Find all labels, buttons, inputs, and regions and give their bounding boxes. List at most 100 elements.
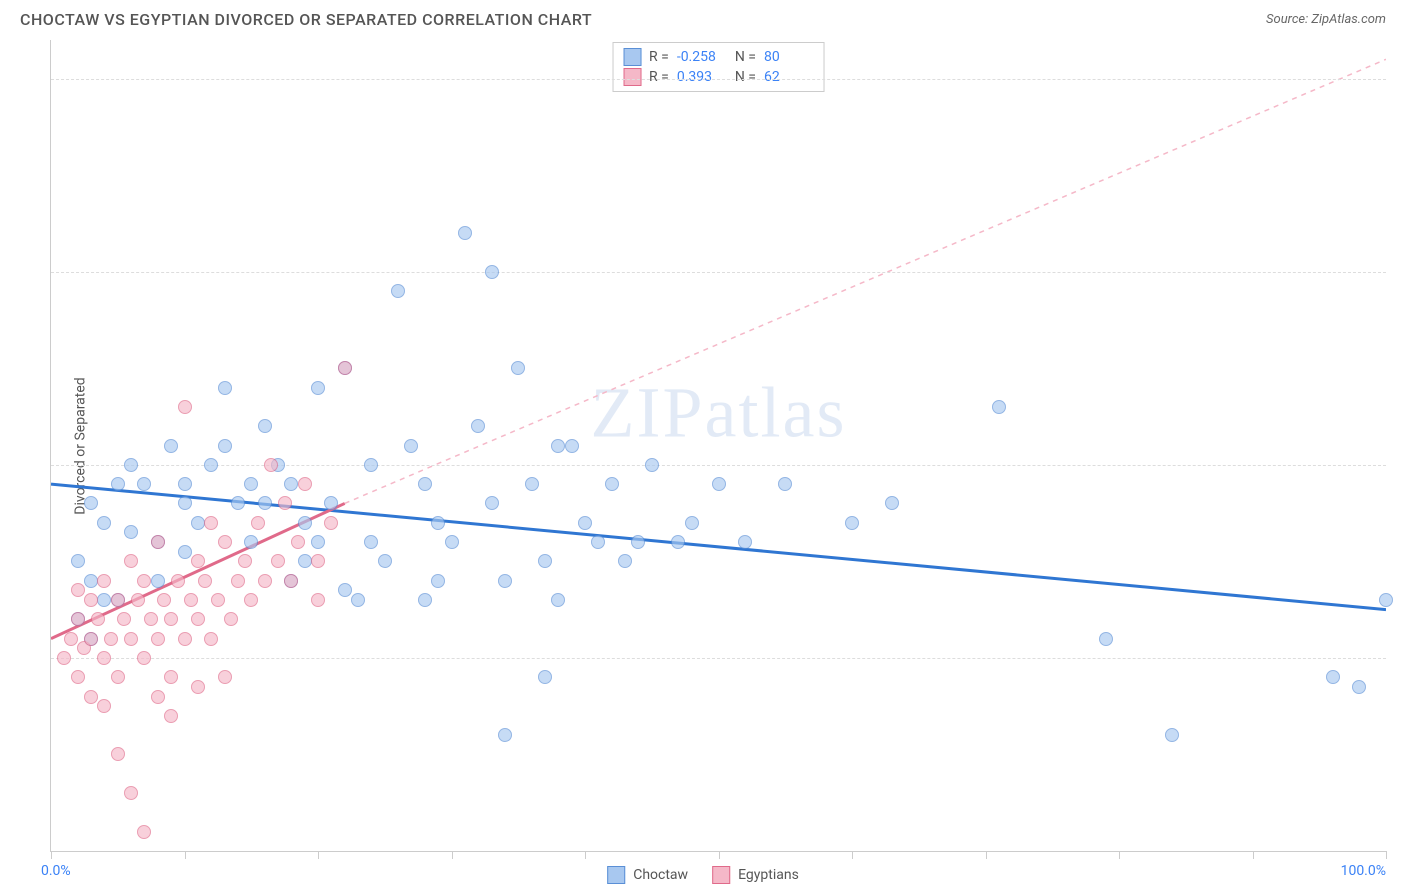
correlation-legend: R =-0.258N =80R =0.393N =62 (612, 42, 825, 92)
data-point (97, 699, 111, 713)
data-point (291, 535, 305, 549)
legend-item: Choctaw (607, 866, 688, 884)
data-point (124, 632, 138, 646)
data-point (91, 612, 105, 626)
legend-label: Egyptians (738, 867, 799, 883)
data-point (84, 593, 98, 607)
data-point (218, 439, 232, 453)
data-point (124, 554, 138, 568)
data-point (498, 574, 512, 588)
data-point (111, 747, 125, 761)
data-point (151, 535, 165, 549)
data-point (311, 554, 325, 568)
data-point (258, 419, 272, 433)
data-point (578, 516, 592, 530)
data-point (418, 593, 432, 607)
data-point (645, 458, 659, 472)
data-point (224, 612, 238, 626)
watermark: ZIPatlas (591, 372, 847, 455)
x-tick (1386, 851, 1387, 859)
data-point (311, 381, 325, 395)
data-point (298, 477, 312, 491)
x-axis-max-label: 100.0% (1341, 863, 1386, 879)
data-point (111, 593, 125, 607)
data-point (258, 574, 272, 588)
data-point (178, 496, 192, 510)
legend-row: R =0.393N =62 (623, 67, 814, 87)
data-point (298, 554, 312, 568)
data-point (992, 400, 1006, 414)
data-point (284, 574, 298, 588)
chart-title: CHOCTAW VS EGYPTIAN DIVORCED OR SEPARATE… (20, 10, 592, 29)
data-point (338, 361, 352, 375)
data-point (137, 651, 151, 665)
data-point (671, 535, 685, 549)
data-point (204, 458, 218, 472)
scatter-chart: ZIPatlas R =-0.258N =80R =0.393N =62 0.0… (50, 40, 1386, 852)
data-point (885, 496, 899, 510)
data-point (144, 612, 158, 626)
n-label: N = (735, 49, 756, 65)
x-tick (452, 851, 453, 859)
data-point (71, 612, 85, 626)
gridline (51, 272, 1386, 273)
legend-label: Choctaw (633, 867, 688, 883)
data-point (565, 439, 579, 453)
data-point (1099, 632, 1113, 646)
data-point (218, 535, 232, 549)
legend-swatch (623, 68, 641, 86)
data-point (251, 516, 265, 530)
data-point (211, 593, 225, 607)
data-point (178, 400, 192, 414)
data-point (605, 477, 619, 491)
data-point (324, 516, 338, 530)
data-point (124, 525, 138, 539)
data-point (218, 670, 232, 684)
legend-swatch (623, 48, 641, 66)
data-point (244, 535, 258, 549)
data-point (137, 825, 151, 839)
data-point (538, 554, 552, 568)
data-point (71, 554, 85, 568)
data-point (485, 496, 499, 510)
x-tick (51, 851, 52, 859)
data-point (104, 632, 118, 646)
data-point (431, 516, 445, 530)
data-point (324, 496, 338, 510)
data-point (278, 496, 292, 510)
data-point (631, 535, 645, 549)
data-point (485, 265, 499, 279)
data-point (137, 574, 151, 588)
data-point (124, 458, 138, 472)
data-point (298, 516, 312, 530)
data-point (97, 574, 111, 588)
r-value: -0.258 (677, 49, 727, 65)
data-point (498, 728, 512, 742)
data-point (351, 593, 365, 607)
data-point (151, 574, 165, 588)
data-point (151, 690, 165, 704)
data-point (551, 439, 565, 453)
data-point (591, 535, 605, 549)
legend-item: Egyptians (712, 866, 799, 884)
data-point (258, 496, 272, 510)
data-point (218, 381, 232, 395)
gridline (51, 658, 1386, 659)
x-tick (1119, 851, 1120, 859)
data-point (445, 535, 459, 549)
data-point (431, 574, 445, 588)
data-point (164, 670, 178, 684)
data-point (845, 516, 859, 530)
legend-row: R =-0.258N =80 (623, 47, 814, 67)
x-tick (185, 851, 186, 859)
data-point (284, 477, 298, 491)
data-point (191, 680, 205, 694)
data-point (618, 554, 632, 568)
data-point (117, 612, 131, 626)
data-point (244, 477, 258, 491)
data-point (84, 574, 98, 588)
data-point (111, 477, 125, 491)
data-point (204, 516, 218, 530)
data-point (124, 786, 138, 800)
data-point (178, 632, 192, 646)
